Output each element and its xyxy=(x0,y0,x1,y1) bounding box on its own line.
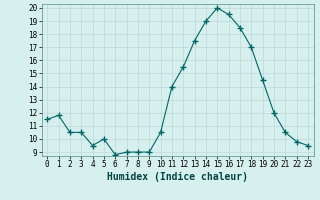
X-axis label: Humidex (Indice chaleur): Humidex (Indice chaleur) xyxy=(107,172,248,182)
